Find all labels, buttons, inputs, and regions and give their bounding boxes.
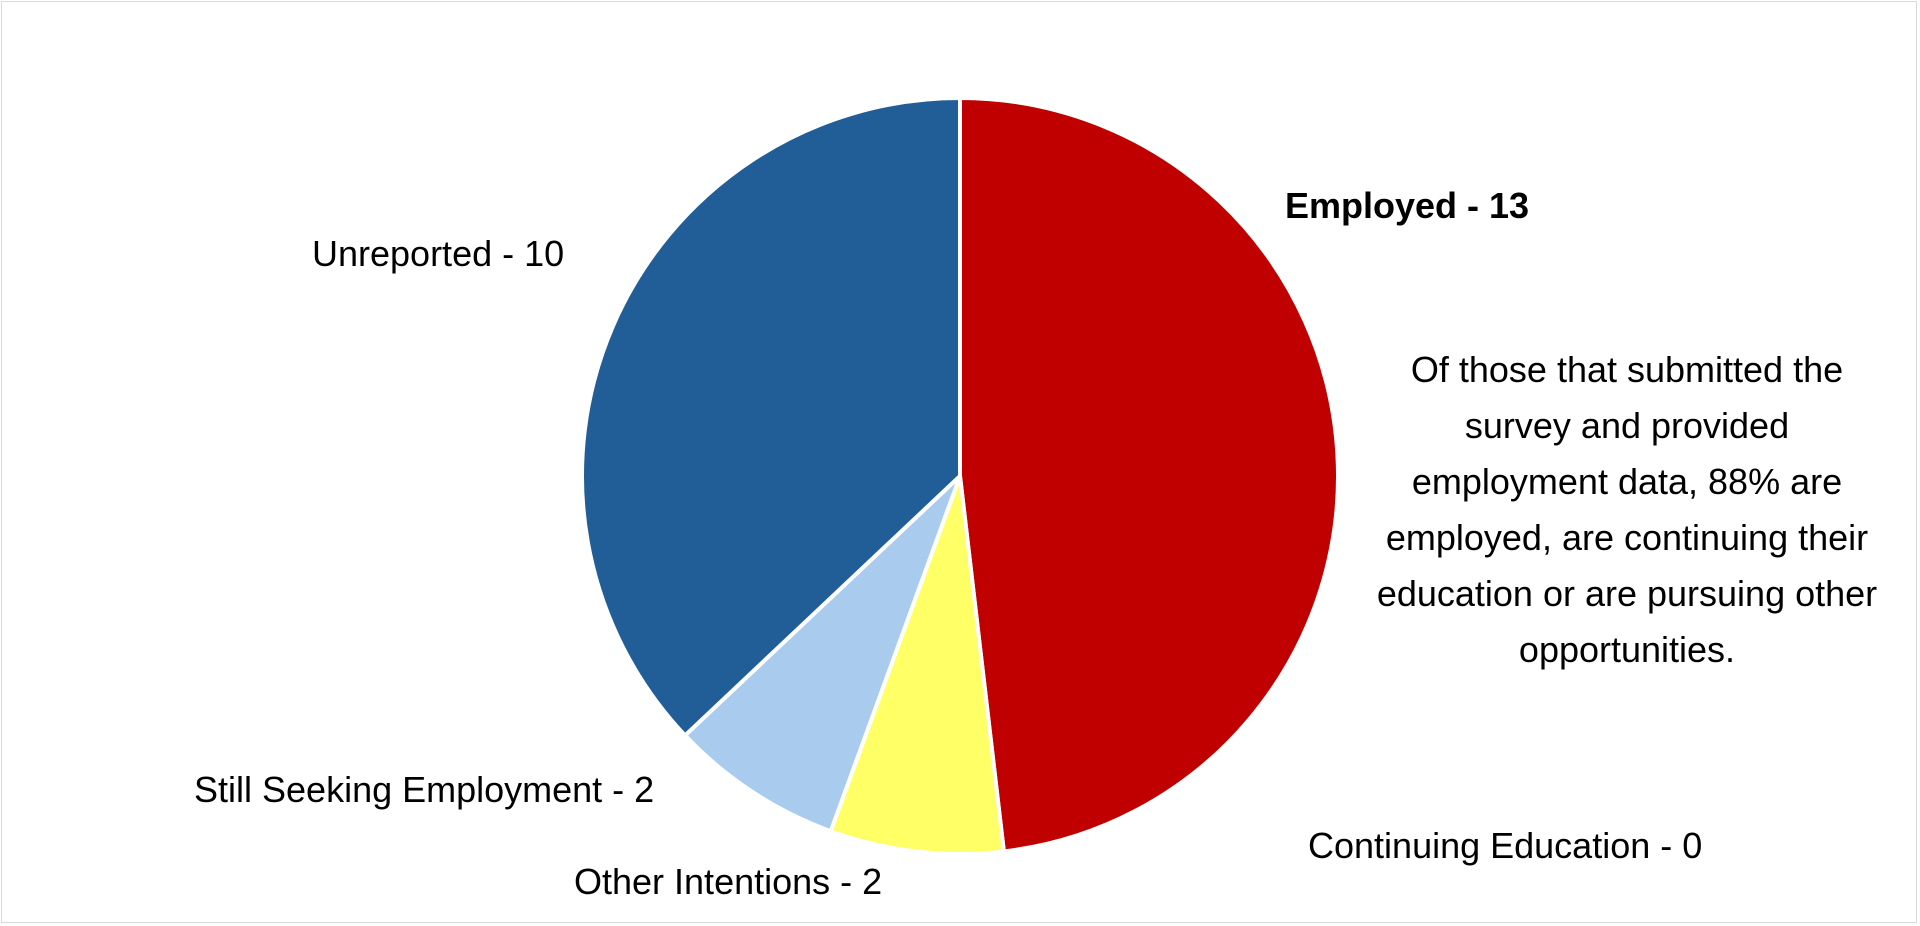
label-unreported: Unreported - 10 <box>312 233 565 274</box>
label-continuing-education: Continuing Education - 0 <box>1308 825 1703 866</box>
pie-slice-other-intentions <box>828 474 1006 856</box>
chart-annotation: Of those that submitted the survey and p… <box>1376 349 1878 670</box>
label-still-seeking-employment: Still Seeking Employment - 2 <box>194 769 655 810</box>
pie-slice-employed <box>958 96 1340 854</box>
pie-slice-still-seeking-employment <box>683 474 962 834</box>
label-employed: Employed - 13 <box>1285 185 1530 226</box>
pie-slice-unreported <box>580 96 962 738</box>
label-other-intentions: Other Intentions - 2 <box>574 861 883 902</box>
